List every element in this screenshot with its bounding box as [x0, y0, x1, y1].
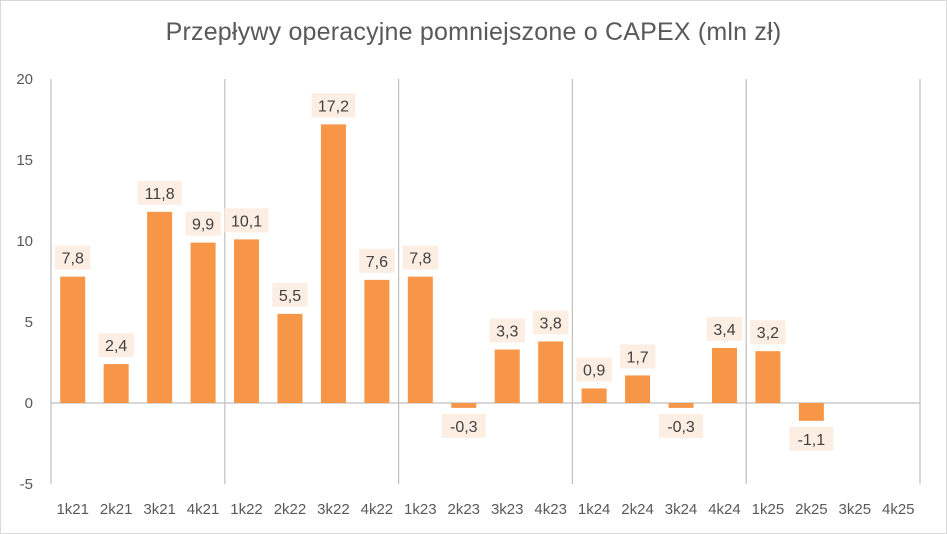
bar-3k24	[668, 403, 694, 408]
bar-4k22	[364, 279, 390, 403]
data-label-3k21: 11,8	[145, 186, 175, 203]
bar-4k24	[711, 347, 737, 403]
bar-2k22	[277, 313, 303, 403]
x-tick-label: 1k24	[578, 501, 611, 518]
bar-2k23	[451, 403, 477, 408]
y-axis-ticks: 20 15 10 5 0 -5	[16, 71, 33, 493]
x-tick-label: 3k25	[839, 501, 872, 518]
y-tick-label: -5	[20, 476, 33, 493]
data-label-4k21: 9,9	[192, 217, 214, 234]
y-tick-label: 15	[16, 152, 33, 169]
x-axis-ticks: 1k21 2k21 3k21 4k21 1k22 2k22 3k22 4k22 1k23 2k23…	[56, 501, 914, 518]
bar-1k25	[755, 351, 781, 403]
data-label-3k22: 17,2	[318, 98, 349, 115]
data-label-3k23: 3,3	[496, 324, 518, 341]
bar-1k23	[407, 276, 433, 403]
data-label-bg	[750, 320, 786, 345]
x-tick-label: 1k23	[404, 501, 437, 518]
bar-3k23	[494, 349, 520, 403]
data-label-bg	[359, 248, 395, 273]
data-label-bg	[272, 282, 308, 307]
x-tick-label: 2k23	[448, 501, 481, 518]
data-label-bg	[659, 413, 704, 438]
data-label-1k21: 7,8	[62, 251, 84, 268]
x-tick-label: 4k22	[361, 501, 394, 518]
data-label-bg	[54, 245, 91, 270]
data-label-bg	[185, 211, 221, 236]
y-tick-label: 10	[16, 233, 33, 250]
data-label-bg	[532, 310, 569, 335]
data-label-4k22: 7,6	[366, 254, 388, 271]
data-label-3k24: -0,3	[667, 419, 695, 436]
bar-1k24	[581, 388, 607, 403]
data-label-2k23: -0,3	[450, 419, 478, 436]
data-label-bg	[706, 316, 743, 341]
data-label-2k25: -1,1	[798, 432, 826, 449]
y-tick-label: 5	[25, 314, 33, 331]
data-label-2k24: 1,7	[626, 349, 648, 366]
data-label-4k24: 3,4	[713, 322, 735, 339]
data-label-bg	[576, 357, 612, 382]
bar-2k21	[103, 364, 129, 403]
data-label-1k25: 3,2	[757, 325, 779, 342]
data-label-2k21: 2,4	[105, 338, 127, 355]
bar-1k21	[60, 276, 86, 403]
x-tick-label: 4k21	[187, 501, 220, 518]
data-label-bg	[789, 426, 834, 451]
x-tick-label: 3k23	[491, 501, 524, 518]
bar-3k22	[320, 124, 346, 404]
data-labels: 7,8 2,4 11,8 9,9 10,1 5,5 17,2 7,6 7,8 -0,3 3,3 3,8…	[54, 93, 834, 451]
x-tick-label: 2k24	[621, 501, 654, 518]
data-label-bg	[224, 208, 269, 233]
data-label-bg	[489, 318, 525, 343]
bar-4k23	[538, 341, 564, 403]
data-label-2k22: 5,5	[279, 288, 301, 305]
x-tick-label: 2k22	[274, 501, 307, 518]
data-label-1k24: 0,9	[583, 362, 605, 379]
data-label-1k22: 10,1	[231, 213, 262, 230]
bar-4k21	[190, 242, 216, 403]
bar-2k24	[625, 375, 651, 403]
data-label-bg	[619, 344, 656, 369]
chart-title: Przepływy operacyjne pomniejszone o CAPE…	[165, 18, 782, 46]
x-tick-label: 1k22	[230, 501, 263, 518]
x-tick-label: 3k24	[665, 501, 698, 518]
bar-series	[60, 124, 824, 421]
y-tick-label: 20	[16, 71, 33, 88]
x-tick-label: 2k21	[100, 501, 133, 518]
bar-3k21	[147, 211, 173, 403]
x-tick-label: 4k23	[534, 501, 567, 518]
data-label-bg	[311, 93, 356, 118]
x-tick-label: 2k25	[795, 501, 828, 518]
bar-1k22	[234, 239, 260, 403]
x-tick-label: 3k21	[143, 501, 176, 518]
data-label-bg	[441, 413, 486, 438]
x-tick-label: 1k25	[752, 501, 785, 518]
bar-2k25	[798, 403, 824, 421]
data-label-bg	[402, 245, 439, 270]
y-tick-label: 0	[25, 395, 33, 412]
data-label-bg	[137, 180, 182, 205]
data-label-1k23: 7,8	[409, 251, 431, 268]
x-tick-label: 3k22	[317, 501, 350, 518]
x-tick-label: 4k25	[882, 501, 915, 518]
data-label-4k23: 3,8	[540, 315, 562, 332]
x-tick-label: 4k24	[708, 501, 741, 518]
x-tick-label: 1k21	[56, 501, 89, 518]
data-label-bg	[98, 333, 134, 358]
